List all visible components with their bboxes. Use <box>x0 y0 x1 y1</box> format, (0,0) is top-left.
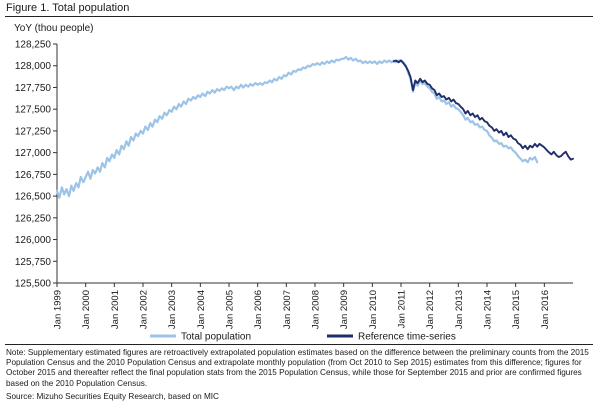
x-axis: Jan 1999 Jan 2000 Jan 2001 Jan 2002 Jan 2003… <box>53 282 573 329</box>
x-tick-label: Jan 2016 <box>540 290 551 329</box>
y-tick-label: 126,250 <box>15 213 52 224</box>
x-tick-label: Jan 2011 <box>397 290 408 328</box>
x-tick-label: Jan 2009 <box>339 290 350 329</box>
series-lines <box>55 55 574 199</box>
y-tick-label: 126,750 <box>15 170 52 181</box>
source-text: Source: Mizuho Securities Equity Researc… <box>6 392 219 401</box>
y-tick-label: 128,250 <box>15 40 52 51</box>
y-tick-label: 127,750 <box>15 83 52 94</box>
x-tick-label: Jan 2013 <box>454 290 465 329</box>
y-axis: 125,500 125,750 126,000 126,250 126,500 126,7… <box>15 40 58 290</box>
x-tick-label: Jan 2002 <box>139 290 150 329</box>
x-tick-label: Jan 2012 <box>425 290 436 329</box>
x-tick-label: Jan 2008 <box>311 290 322 329</box>
y-tick-label: 128,000 <box>15 61 52 72</box>
note-text: Note: Supplementary estimated figures ar… <box>6 348 589 388</box>
x-tick-label: Jan 1999 <box>53 290 64 329</box>
title-divider <box>5 16 593 17</box>
legend: Total population Reference time-series <box>150 332 456 343</box>
y-tick-label: 125,500 <box>15 279 52 290</box>
note-divider <box>5 344 593 345</box>
y-tick-label: 125,750 <box>15 257 52 268</box>
x-tick-label: Jan 2003 <box>167 290 178 329</box>
y-tick-label: 126,500 <box>15 192 52 203</box>
legend-label: Reference time-series <box>358 332 456 343</box>
x-tick-label: Jan 2000 <box>81 290 92 329</box>
total-population-line <box>55 55 539 199</box>
y-tick-label: 127,500 <box>15 105 52 116</box>
x-tick-label: Jan 2010 <box>368 290 379 329</box>
y-tick-label: 127,000 <box>15 148 52 159</box>
x-tick-label: Jan 2015 <box>511 290 522 329</box>
y-axis-label: YoY (thou people) <box>14 23 94 34</box>
reference-time-series-line <box>392 59 574 161</box>
x-tick-label: Jan 2001 <box>110 290 121 329</box>
x-tick-label: Jan 2006 <box>253 290 264 329</box>
x-tick-label: Jan 2004 <box>196 290 207 329</box>
legend-label: Total population <box>181 332 251 343</box>
y-tick-label: 126,000 <box>15 235 52 246</box>
x-tick-label: Jan 2005 <box>225 290 236 329</box>
x-tick-label: Jan 2007 <box>282 290 293 329</box>
figure-title: Figure 1. Total population <box>6 2 130 14</box>
y-tick-label: 127,250 <box>15 126 52 137</box>
x-tick-label: Jan 2014 <box>483 290 494 329</box>
